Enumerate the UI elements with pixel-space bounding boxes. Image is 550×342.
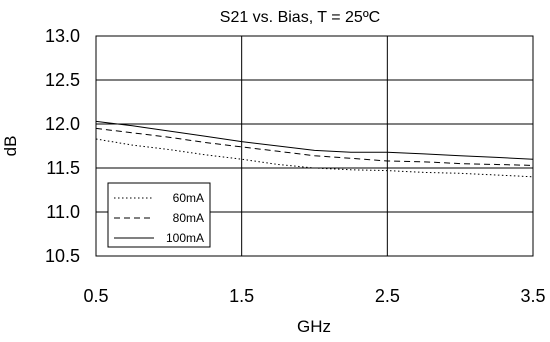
x-tick-label: 2.5 bbox=[375, 286, 400, 306]
plot-area bbox=[95, 35, 534, 257]
y-tick-label: 12.5 bbox=[45, 70, 80, 90]
legend-label-100mA: 100mA bbox=[166, 231, 204, 245]
series-line-100mA bbox=[95, 120, 534, 160]
series-line-60mA bbox=[95, 138, 534, 178]
y-tick-label: 12.0 bbox=[45, 114, 80, 134]
x-tick-label: 3.5 bbox=[520, 286, 545, 306]
series-lines bbox=[95, 120, 534, 178]
series-line-80mA bbox=[95, 127, 534, 166]
tick-labels: 10.5 11.0 11.5 12.0 12.5 13.0 0.5 1.5 2.5 3.5 bbox=[45, 26, 546, 306]
y-tick-label: 11.5 bbox=[46, 158, 80, 178]
x-tick-label: 1.5 bbox=[229, 286, 254, 306]
legend: 60mA 80mA 100mA bbox=[107, 182, 211, 248]
legend-items: 60mA 80mA 100mA bbox=[114, 191, 204, 245]
y-tick-label: 11.0 bbox=[46, 202, 80, 222]
x-tick-label: 0.5 bbox=[83, 286, 108, 306]
chart-title: S21 vs. Bias, T = 25ºC bbox=[220, 9, 380, 26]
legend-box bbox=[107, 182, 211, 248]
legend-label-80mA: 80mA bbox=[173, 211, 204, 225]
y-tick-label: 10.5 bbox=[45, 246, 80, 266]
x-axis-label: GHz bbox=[297, 317, 331, 336]
y-axis-label: dB bbox=[1, 136, 20, 157]
y-tick-label: 13.0 bbox=[45, 26, 80, 46]
legend-label-60mA: 60mA bbox=[173, 191, 204, 205]
